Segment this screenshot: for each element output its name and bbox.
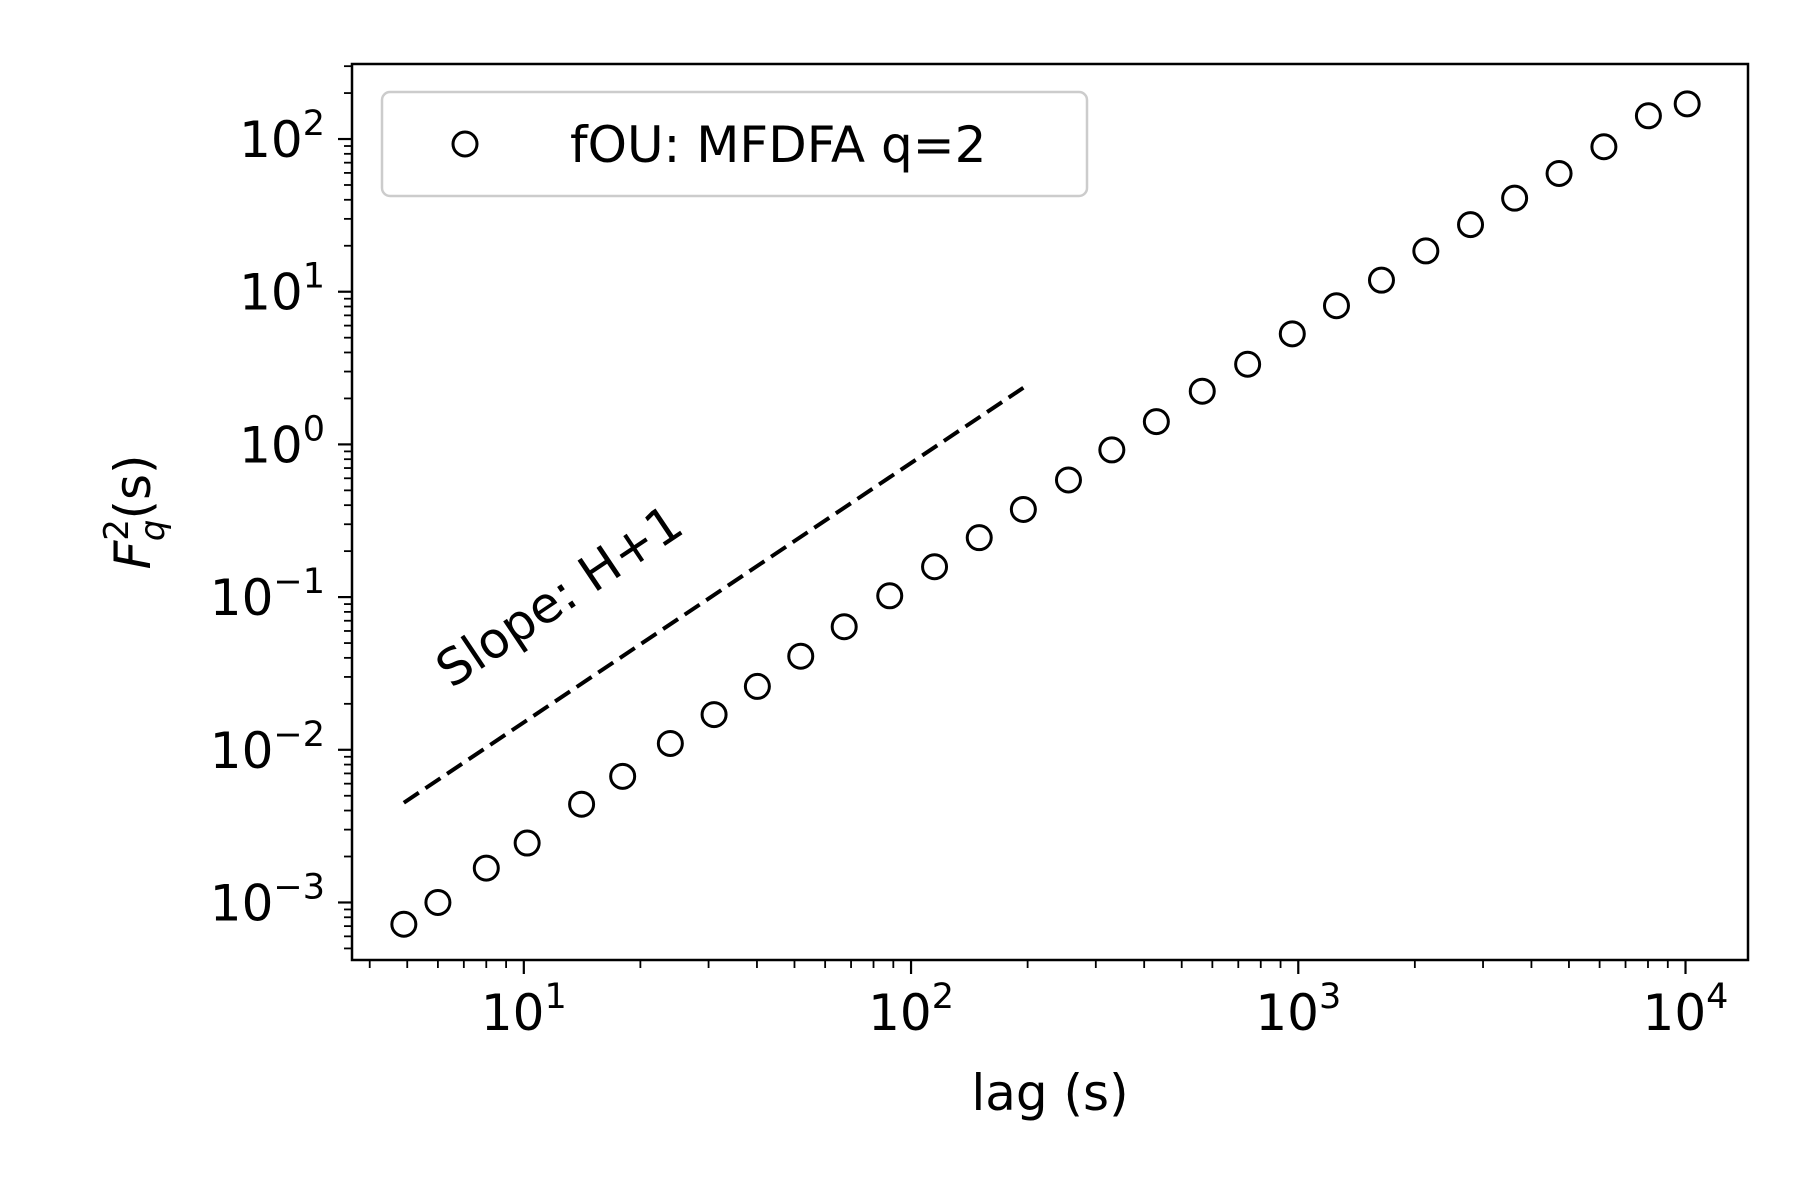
- data-point: [876, 582, 904, 610]
- y-tick-label-base: 10: [239, 111, 303, 169]
- x-tick-label: 102: [868, 977, 954, 1042]
- data-point: [1278, 320, 1306, 348]
- y-axis-label-base: F: [104, 540, 162, 570]
- y-tick-label: 102: [239, 104, 325, 169]
- data-point: [390, 910, 418, 938]
- x-tick-label-exp: 4: [1706, 977, 1728, 1017]
- axes-frame: [350, 62, 1750, 962]
- x-tick-label: 103: [1255, 977, 1341, 1042]
- y-axis-label-sub: q: [133, 520, 173, 542]
- data-point: [743, 672, 771, 700]
- y-tick-label-base: 10: [210, 722, 274, 780]
- y-tick-label-exp: −3: [273, 867, 325, 907]
- x-axis-label: lag (s): [971, 1064, 1128, 1122]
- data-point: [1501, 184, 1529, 212]
- x-tick-label: 101: [481, 977, 567, 1042]
- x-tick-label-base: 10: [1643, 984, 1707, 1042]
- data-point: [700, 701, 728, 729]
- y-tick-label-exp: −2: [273, 715, 325, 755]
- y-tick-label: 10−1: [210, 562, 325, 627]
- x-tick-label-base: 10: [481, 984, 545, 1042]
- y-tick-label-exp: 1: [303, 257, 325, 297]
- y-tick-label-exp: −1: [273, 562, 325, 602]
- y-tick-label: 10−2: [210, 715, 325, 780]
- data-point: [656, 729, 684, 757]
- data-point: [1590, 133, 1618, 161]
- data-point: [830, 613, 858, 641]
- data-point: [965, 524, 993, 552]
- x-tick-label-base: 10: [868, 984, 932, 1042]
- y-tick-label-base: 10: [239, 264, 303, 322]
- y-tick-label: 10−3: [210, 867, 325, 932]
- y-tick-label: 101: [239, 257, 325, 322]
- data-point: [1545, 159, 1573, 187]
- y-axis-label-suffix: (s): [104, 454, 162, 519]
- data-point: [921, 553, 949, 581]
- x-tick-label: 104: [1643, 977, 1729, 1042]
- data-point: [1412, 237, 1440, 265]
- legend-label: fOU: MFDFA q=2: [570, 116, 986, 174]
- y-tick-label-exp: 0: [303, 409, 325, 449]
- legend: fOU: MFDFA q=2: [380, 90, 1089, 198]
- data-point: [1322, 292, 1350, 320]
- y-tick-label-exp: 2: [303, 104, 325, 144]
- data-point: [1367, 266, 1395, 294]
- data-point: [1142, 408, 1170, 436]
- y-tick-label-base: 10: [239, 416, 303, 474]
- data-point: [568, 790, 596, 818]
- data-point: [1234, 350, 1262, 378]
- slope-reference-line: [402, 386, 1025, 805]
- data-point: [1673, 90, 1701, 118]
- x-tick-label-exp: 2: [932, 977, 954, 1017]
- y-axis-label-sup: 2: [97, 519, 137, 541]
- data-point: [1188, 377, 1216, 405]
- data-point: [513, 829, 541, 857]
- data-point: [609, 762, 637, 790]
- data-point: [1457, 211, 1485, 239]
- data-point: [424, 888, 452, 916]
- y-tick-label: 100: [239, 409, 325, 474]
- x-tick-label-exp: 3: [1319, 977, 1341, 1017]
- x-tick-label-base: 10: [1255, 984, 1319, 1042]
- data-point: [787, 642, 815, 670]
- legend-box: [380, 90, 1089, 198]
- y-tick-label-base: 10: [210, 874, 274, 932]
- legend-marker: [451, 130, 479, 158]
- data-point: [472, 854, 500, 882]
- data-point: [1098, 436, 1126, 464]
- data-point: [1054, 466, 1082, 494]
- y-axis-label: F2q(s): [97, 454, 173, 569]
- data-point: [1634, 102, 1662, 130]
- y-tick-label-base: 10: [210, 569, 274, 627]
- x-tick-label-exp: 1: [544, 977, 566, 1017]
- data-point: [1009, 495, 1037, 523]
